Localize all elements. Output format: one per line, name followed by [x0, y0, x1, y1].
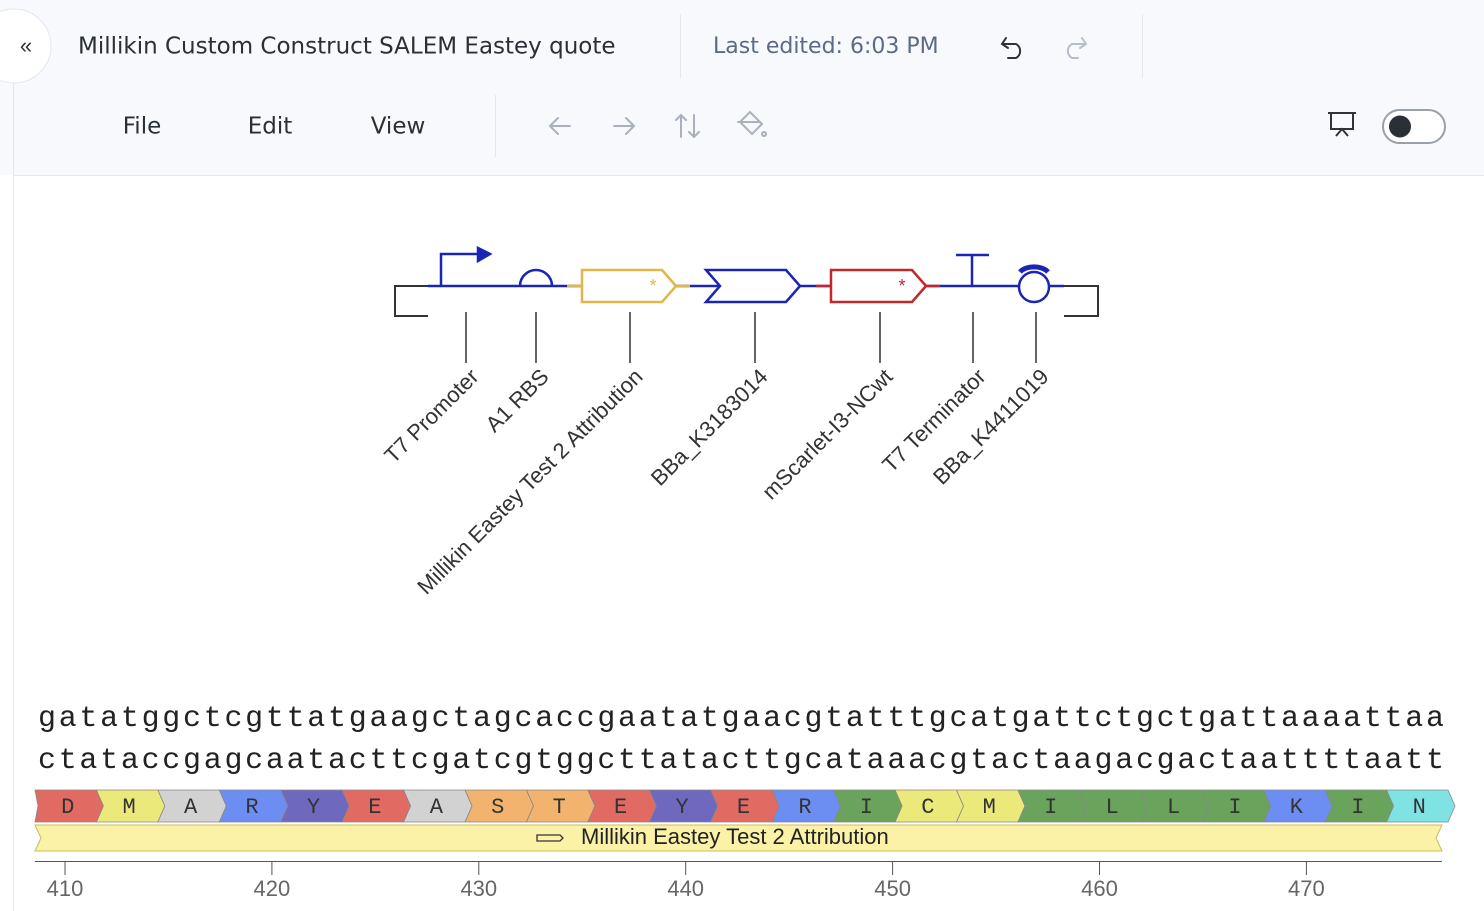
part-label[interactable]: mScarlet-I3-NCwt [757, 364, 897, 504]
part-label[interactable]: T7 Promoter [379, 364, 483, 468]
amino-acid[interactable] [1385, 789, 1456, 823]
fill-icon[interactable] [737, 110, 768, 137]
menu-item[interactable]: Edit [248, 114, 293, 140]
toggle-knob [1389, 115, 1411, 138]
ruler-label: 450 [874, 876, 911, 901]
amino-acid-label: E [614, 795, 627, 820]
part-glyph [703, 268, 802, 304]
collapse-icon[interactable]: « [20, 33, 32, 58]
amino-acid-label: I [1228, 795, 1241, 820]
amino-acid-label: S [491, 795, 504, 820]
construct-diagram: * * [394, 245, 1099, 317]
toolbar-bg [0, 0, 1484, 175]
ruler-label: 460 [1081, 876, 1118, 901]
ruler-label: 470 [1288, 876, 1325, 901]
amino-acid-label: D [61, 795, 74, 820]
swap-icon[interactable] [675, 113, 700, 139]
ruler-label: 410 [47, 876, 84, 901]
menu-item[interactable]: File [123, 114, 162, 140]
amino-acid-label: M [123, 795, 136, 820]
amino-acid-label: L [1106, 795, 1119, 820]
part-label[interactable]: A1 RBS [481, 364, 554, 437]
cds-star: * [649, 276, 656, 296]
redo-button[interactable] [1066, 37, 1088, 59]
amino-acid-label: N [1413, 795, 1426, 820]
cds-star: * [898, 276, 905, 296]
promoter-arrow [476, 245, 493, 264]
part-label[interactable]: BBa_K4411019 [928, 364, 1054, 490]
amino-acid-label: A [184, 795, 198, 820]
origin-glyph [1017, 270, 1051, 304]
backbone-left [394, 285, 428, 317]
part-label[interactable]: BBa_K3183014 [646, 364, 773, 491]
sequence-bottom: ctataccgagcaatacttcgatcgtggcttatacttgcat… [38, 744, 1444, 778]
terminator-glyph [956, 253, 989, 286]
amino-acid-label: I [1351, 795, 1364, 820]
sequence-top: gatatggctcgttatgaagctagcaccgaatatgaacgta… [38, 702, 1444, 736]
origin-cap [1018, 264, 1050, 274]
amino-acid-label: L [1167, 795, 1180, 820]
amino-acid-label: I [860, 795, 873, 820]
amino-acid-label: M [983, 795, 996, 820]
amino-acid-label: T [553, 795, 566, 820]
toolbar-icons [548, 110, 768, 139]
amino-acid-label: K [1290, 795, 1304, 820]
promoter-glyph [439, 252, 484, 286]
amino-acid-label: E [368, 795, 381, 820]
amino-acid-label: E [737, 795, 750, 820]
amino-acid-label: C [921, 795, 934, 820]
amino-acid-label: R [798, 795, 811, 820]
forward-icon[interactable] [613, 117, 636, 135]
last-edited: Last edited: 6:03 PM [713, 34, 939, 59]
menu-item[interactable]: View [371, 114, 426, 140]
amino-acid-label: I [1044, 795, 1057, 820]
ruler-label: 430 [460, 876, 497, 901]
collapse-button[interactable] [0, 8, 52, 84]
cds-glyph [580, 268, 678, 304]
feature-label: Millikin Eastey Test 2 Attribution [581, 824, 889, 849]
backbone-right [1064, 285, 1099, 317]
back-icon[interactable] [548, 117, 571, 135]
present-button[interactable] [1328, 112, 1356, 137]
feature-bar[interactable] [34, 824, 1443, 852]
amino-acid-label: Y [675, 795, 688, 820]
cds-glyph [829, 268, 928, 304]
undo-button[interactable] [1000, 37, 1022, 59]
rbs-glyph [518, 268, 554, 287]
amino-acid-label: Y [307, 795, 320, 820]
amino-acid-label: R [245, 795, 258, 820]
document-title: Millikin Custom Construct SALEM Eastey q… [78, 34, 616, 60]
ruler-label: 440 [667, 876, 704, 901]
feature-icon [536, 834, 564, 842]
ruler-label: 420 [254, 876, 291, 901]
amino-acid-label: A [430, 795, 444, 820]
